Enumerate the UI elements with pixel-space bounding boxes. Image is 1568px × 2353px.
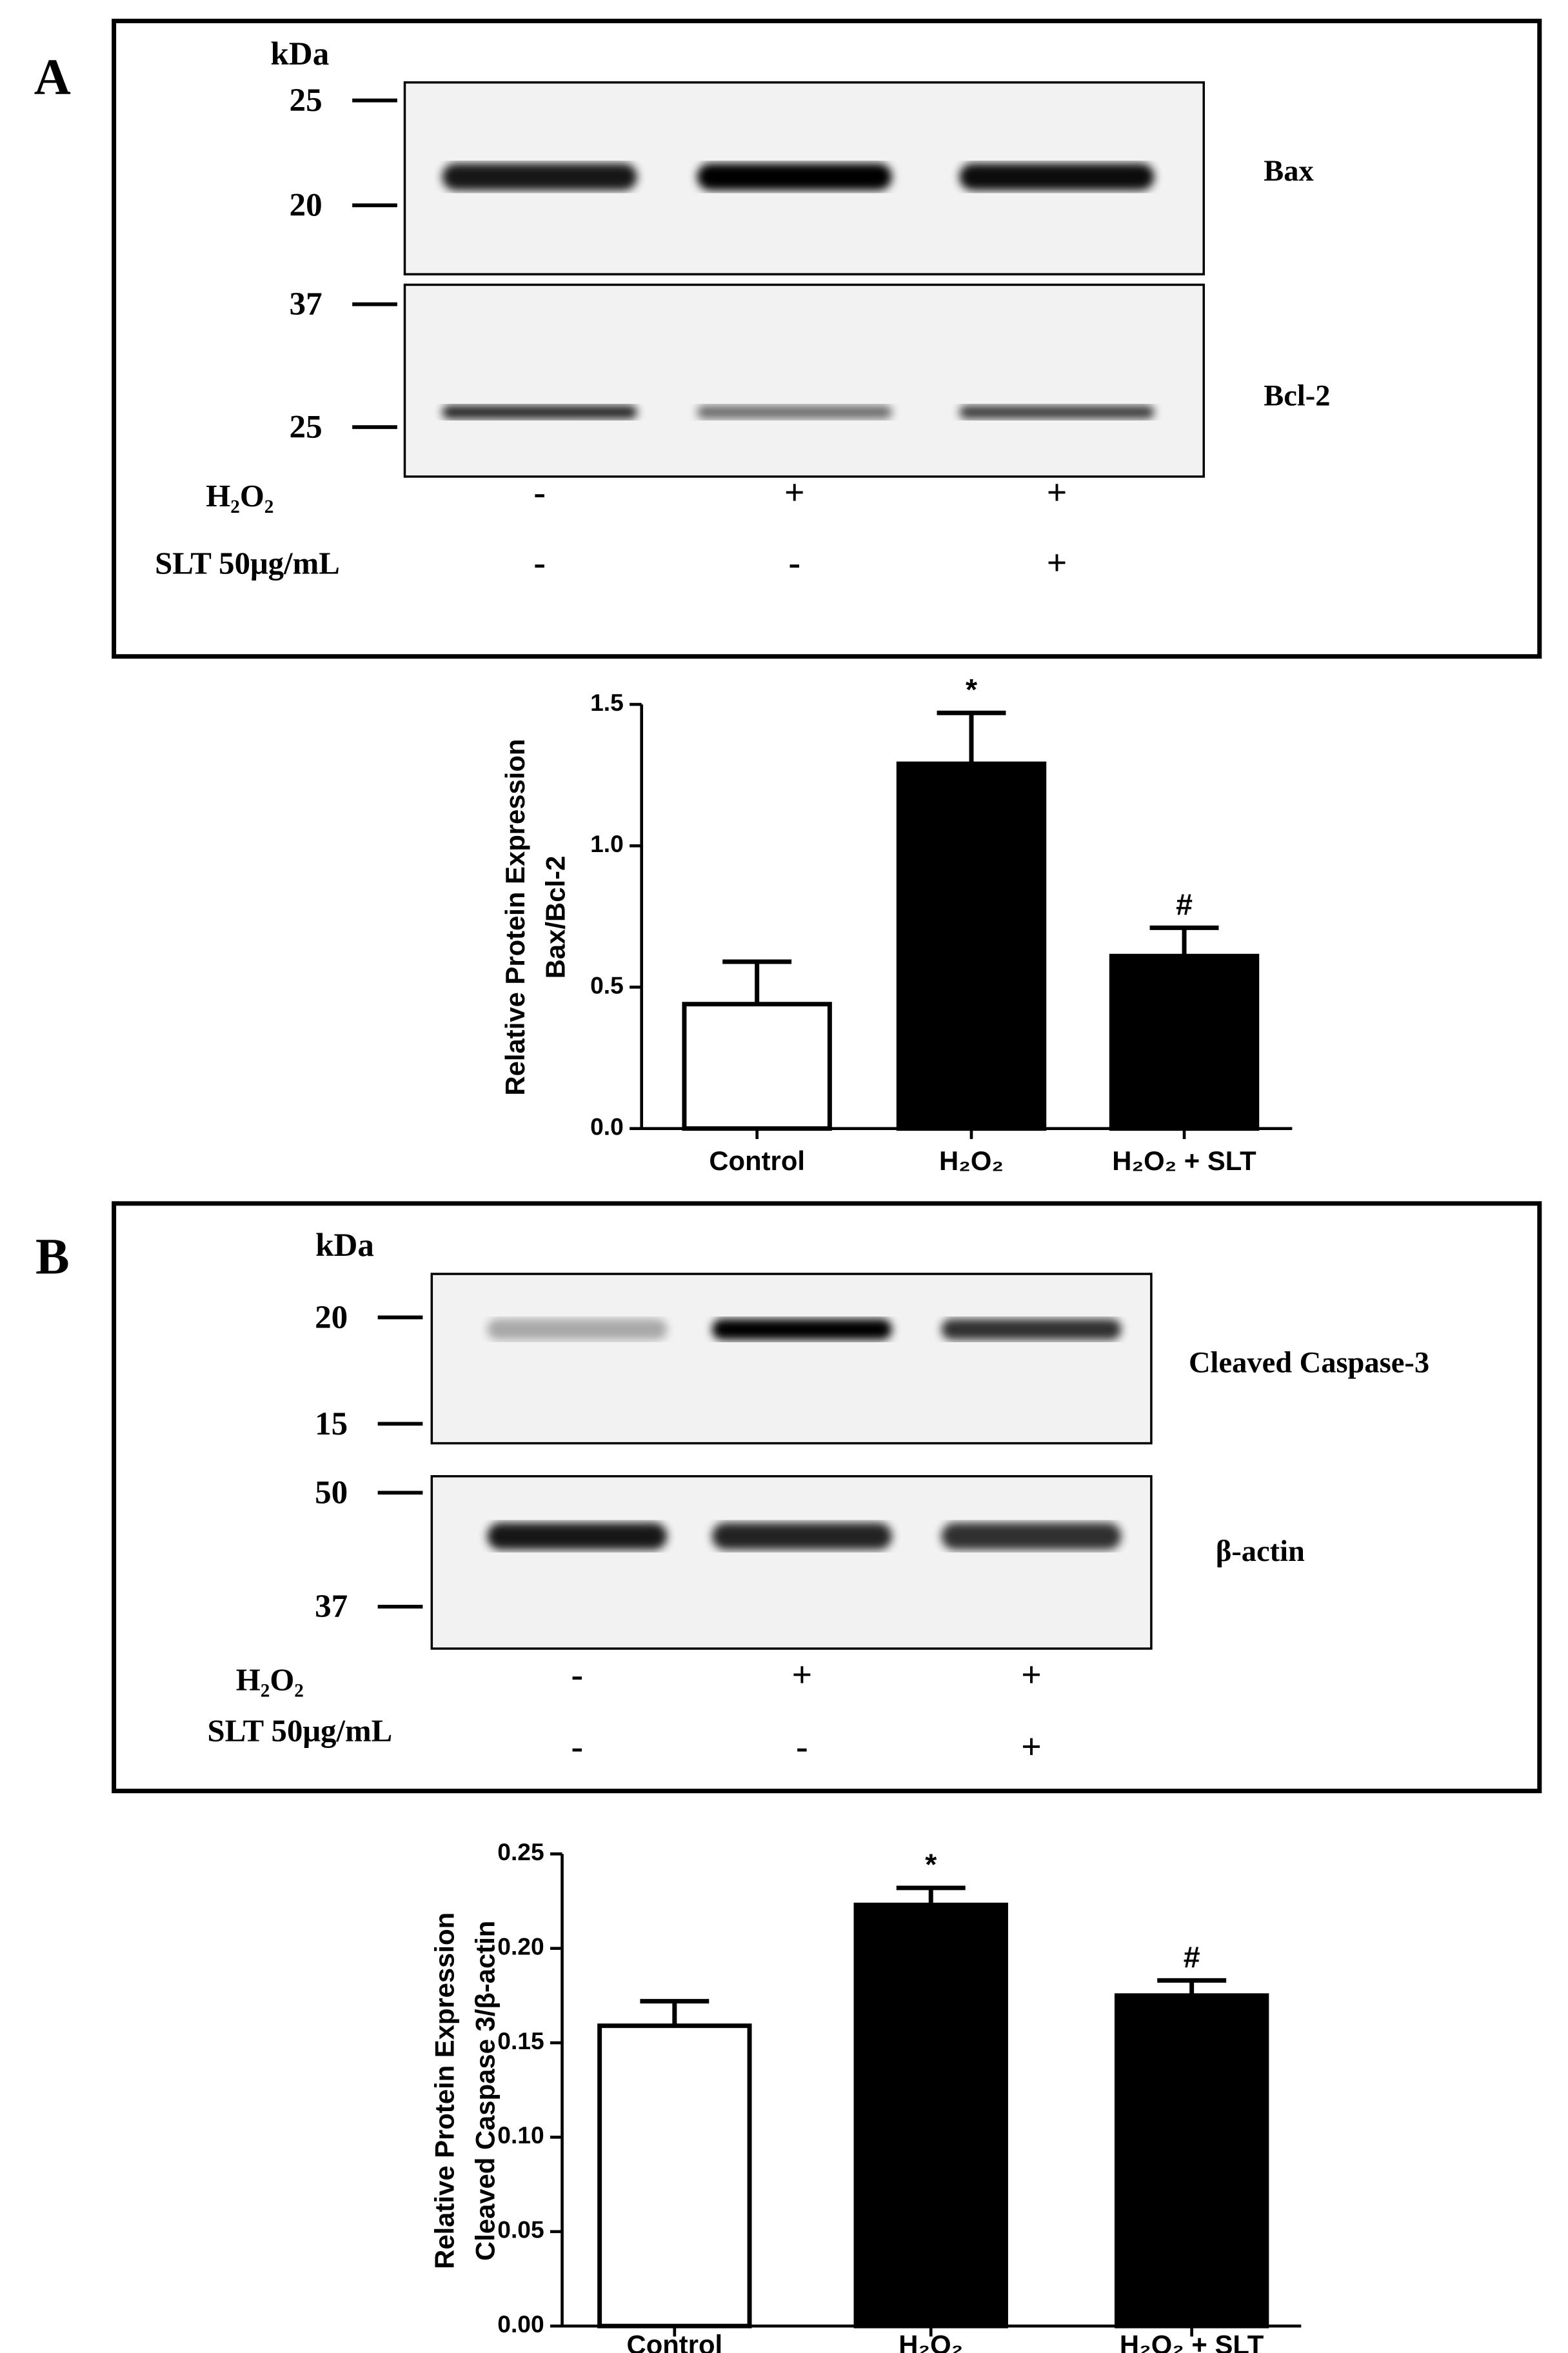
y-axis-label: Relative Protein Expression (430, 1912, 460, 2269)
x-tick-label: H₂O₂ (898, 2330, 963, 2353)
x-tick-label: H₂O₂ + SLT (1112, 1146, 1256, 1176)
x-tick-label: Control (627, 2330, 723, 2353)
significance-mark: # (1176, 888, 1193, 921)
bar (853, 1902, 1008, 2328)
panel-frame (112, 1201, 1542, 1794)
blot-name: Bcl-2 (1264, 380, 1330, 413)
treatment-sign: + (1047, 543, 1067, 583)
blot-membrane (430, 1474, 1153, 1650)
blot-band (442, 163, 637, 191)
y-tick-label: 0.05 (497, 2216, 544, 2243)
y-tick-label: 0.15 (497, 2027, 544, 2054)
significance-mark: * (966, 673, 978, 706)
panel-label: B (35, 1229, 70, 1286)
treatment-sign: - (796, 1727, 808, 1767)
blot-band (941, 1522, 1122, 1550)
significance-mark: * (925, 1848, 937, 1881)
marker-label: 37 (290, 286, 323, 323)
kda-label: kDa (315, 1227, 374, 1264)
x-tick-label: H₂O₂ + SLT (1120, 2330, 1264, 2353)
y-axis-label: Bax/Bcl-2 (541, 856, 571, 979)
significance-mark: # (1184, 1940, 1200, 1974)
bar (597, 2023, 752, 2328)
treatment-sign: + (791, 1655, 812, 1695)
marker-label: 25 (290, 409, 323, 446)
y-tick-label: 0.5 (590, 971, 624, 998)
treatment-name: H₂O₂ (206, 479, 273, 513)
x-tick-label: H₂O₂ (939, 1146, 1004, 1176)
y-tick-label: 0.0 (590, 1113, 624, 1140)
bar (1109, 953, 1260, 1131)
blot-band (711, 1522, 892, 1550)
treatment-sign: - (788, 543, 800, 583)
y-tick-label: 1.5 (590, 689, 624, 716)
treatment-sign: + (1047, 473, 1067, 513)
marker-label: 20 (315, 1299, 348, 1336)
marker-label: 15 (315, 1405, 348, 1442)
marker-label: 25 (290, 82, 323, 119)
y-tick-label: 0.10 (497, 2121, 544, 2149)
treatment-sign: - (533, 473, 546, 513)
bar (1114, 1993, 1269, 2328)
blot-band (697, 163, 892, 191)
blot-band (959, 163, 1155, 191)
y-axis-label: Cleaved Caspase 3/β-actin (470, 1921, 500, 2261)
blot-name: Bax (1264, 155, 1313, 188)
panel-label: A (34, 50, 71, 106)
blot-band (487, 1522, 668, 1550)
y-tick-label: 0.00 (497, 2310, 544, 2338)
treatment-name: SLT 50μg/mL (207, 1714, 392, 1749)
y-tick-label: 0.20 (497, 1932, 544, 1960)
treatment-sign: + (1021, 1727, 1042, 1767)
bar (896, 761, 1047, 1131)
blot-band (941, 1318, 1122, 1340)
blot-name: Cleaved Caspase-3 (1189, 1346, 1429, 1379)
blot-name: β-actin (1216, 1535, 1305, 1568)
treatment-name: SLT 50μg/mL (155, 546, 340, 581)
y-axis-label: Relative Protein Expression (500, 739, 530, 1096)
blot-membrane (430, 1273, 1153, 1445)
blot-band (959, 405, 1155, 419)
marker-label: 20 (290, 187, 323, 224)
y-tick-label: 1.0 (590, 830, 624, 857)
blot-band (711, 1318, 892, 1340)
marker-label: 37 (315, 1588, 348, 1625)
treatment-sign: - (571, 1655, 583, 1695)
blot-membrane (403, 283, 1205, 478)
marker-label: 50 (315, 1474, 348, 1511)
blot-band (697, 405, 892, 419)
x-tick-label: Control (709, 1146, 805, 1176)
treatment-sign: + (784, 473, 805, 513)
treatment-sign: - (533, 543, 546, 583)
panel-frame (112, 19, 1542, 659)
treatment-name: H₂O₂ (236, 1663, 304, 1698)
blot-band (442, 405, 637, 419)
bar (682, 1002, 832, 1131)
blot-band (487, 1318, 668, 1340)
kda-label: kDa (270, 35, 329, 72)
treatment-sign: - (571, 1727, 583, 1767)
treatment-sign: + (1021, 1655, 1042, 1695)
y-tick-label: 0.25 (497, 1838, 544, 1865)
